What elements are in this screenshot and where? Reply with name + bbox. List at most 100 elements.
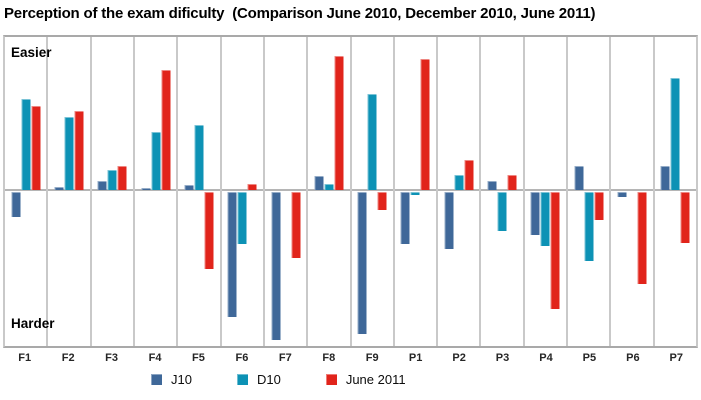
legend-label-j10: J10 bbox=[171, 372, 192, 387]
bar-june-2011-p7 bbox=[680, 192, 690, 243]
bar-j10-f5 bbox=[184, 185, 194, 190]
bar-group-f2 bbox=[54, 37, 84, 346]
x-label-f9: F9 bbox=[365, 352, 379, 364]
bar-group-p5 bbox=[574, 37, 604, 346]
bar-june-2011-f8 bbox=[334, 56, 344, 190]
legend-item-d10: D10 bbox=[236, 372, 281, 387]
x-label-f3: F3 bbox=[105, 352, 119, 364]
bar-group-f4 bbox=[141, 37, 171, 346]
bar-d10-p1 bbox=[410, 192, 420, 195]
x-label-p7: P7 bbox=[669, 352, 684, 364]
bar-d10-p7 bbox=[670, 78, 680, 190]
bar-june-2011-p3 bbox=[507, 175, 517, 190]
x-label-f8: F8 bbox=[322, 352, 336, 364]
chart-legend: J10 D10 June 2011 bbox=[151, 372, 406, 387]
bar-group-p7 bbox=[660, 37, 690, 346]
x-label-p3: P3 bbox=[495, 352, 510, 364]
chart-column-f9 bbox=[352, 37, 395, 346]
x-axis-labels: F1 F2 F3 F4 F5 F6 F7 F8 F9 P1 P2 P3 P4 P5 P6 P7 bbox=[3, 352, 698, 364]
bar-d10-p5 bbox=[584, 192, 594, 261]
bar-j10-f7 bbox=[271, 192, 281, 340]
bar-d10-f2 bbox=[64, 117, 74, 190]
x-label-p4: P4 bbox=[539, 352, 553, 364]
x-label-p5: P5 bbox=[582, 352, 597, 364]
chart-column-f5 bbox=[178, 37, 222, 346]
bar-group-f6 bbox=[227, 37, 257, 346]
bar-d10-f4 bbox=[151, 132, 161, 190]
bar-group-f9 bbox=[357, 37, 387, 346]
page-title: Perception of the exam dificulty (Compar… bbox=[4, 5, 596, 22]
chart-column-p1 bbox=[395, 37, 439, 346]
chart-column-p4 bbox=[525, 37, 569, 346]
bar-june-2011-f4 bbox=[161, 70, 171, 190]
bar-june-2011-f9 bbox=[377, 192, 387, 210]
legend-label-june-2011: June 2011 bbox=[345, 372, 406, 387]
x-label-p1: P1 bbox=[408, 352, 423, 364]
legend-label-d10: D10 bbox=[256, 372, 281, 387]
bar-june-2011-f3 bbox=[117, 166, 127, 190]
bar-group-p2 bbox=[444, 37, 474, 346]
bar-group-f1 bbox=[11, 37, 41, 346]
bar-d10-f3 bbox=[107, 170, 117, 190]
bar-j10-f6 bbox=[227, 192, 237, 317]
bar-group-f5 bbox=[184, 37, 214, 346]
bar-d10-p3 bbox=[497, 192, 507, 231]
chart-plot-area: Easier Harder bbox=[3, 35, 698, 348]
bar-group-f3 bbox=[97, 37, 127, 346]
bar-j10-f3 bbox=[97, 181, 107, 190]
chart-column-f2 bbox=[48, 37, 92, 346]
bar-june-2011-f5 bbox=[204, 192, 214, 269]
chart-column-f4 bbox=[135, 37, 179, 346]
harder-axis-label: Harder bbox=[11, 316, 55, 331]
legend-item-june-2011: June 2011 bbox=[325, 372, 406, 387]
bar-d10-f1 bbox=[21, 99, 31, 190]
bar-group-f7 bbox=[271, 37, 301, 346]
bar-j10-f8 bbox=[314, 176, 324, 190]
x-label-f2: F2 bbox=[61, 352, 75, 364]
bar-group-p6 bbox=[617, 37, 647, 346]
x-label-f1: F1 bbox=[18, 352, 32, 364]
bar-d10-f9 bbox=[367, 94, 377, 190]
bar-group-f8 bbox=[314, 37, 344, 346]
bar-j10-p4 bbox=[530, 192, 540, 235]
x-label-f5: F5 bbox=[192, 352, 205, 364]
legend-swatch-d10 bbox=[236, 374, 248, 385]
bar-j10-p5 bbox=[574, 166, 584, 190]
x-label-f4: F4 bbox=[148, 352, 162, 364]
chart-column-f6 bbox=[222, 37, 265, 346]
x-label-f6: F6 bbox=[235, 352, 249, 364]
chart-column-f8 bbox=[308, 37, 352, 346]
bar-j10-p3 bbox=[487, 181, 497, 190]
bar-group-p1 bbox=[400, 37, 430, 346]
legend-swatch-j10 bbox=[151, 374, 162, 385]
chart-column-f1 bbox=[5, 37, 49, 346]
bar-june-2011-p6 bbox=[637, 192, 647, 284]
x-label-p2: P2 bbox=[452, 352, 466, 364]
bar-j10-p2 bbox=[444, 192, 454, 249]
easier-axis-label: Easier bbox=[11, 45, 52, 60]
bar-june-2011-f6 bbox=[247, 184, 257, 190]
bar-d10-f8 bbox=[324, 184, 334, 190]
bar-june-2011-f7 bbox=[291, 192, 301, 258]
bar-june-2011-p4 bbox=[550, 192, 560, 309]
bar-j10-f2 bbox=[54, 187, 64, 190]
bar-j10-p6 bbox=[617, 192, 627, 197]
x-label-p6: P6 bbox=[626, 352, 640, 364]
chart-column-p6 bbox=[611, 37, 655, 346]
bar-d10-p4 bbox=[540, 192, 550, 246]
bar-d10-p2 bbox=[454, 175, 464, 190]
bar-june-2011-p2 bbox=[464, 160, 474, 190]
bar-d10-f5 bbox=[194, 125, 204, 190]
chart-column-f3 bbox=[92, 37, 135, 346]
bar-june-2011-f1 bbox=[31, 106, 41, 190]
chart-column-p3 bbox=[481, 37, 525, 346]
legend-swatch-june-2011 bbox=[325, 374, 337, 385]
bar-j10-f9 bbox=[357, 192, 367, 334]
bar-j10-p7 bbox=[660, 166, 670, 190]
x-label-f7: F7 bbox=[278, 352, 292, 364]
bar-j10-f1 bbox=[11, 192, 21, 217]
bar-group-p4 bbox=[530, 37, 560, 346]
chart-column-p5 bbox=[568, 37, 612, 346]
bar-june-2011-p5 bbox=[594, 192, 604, 220]
